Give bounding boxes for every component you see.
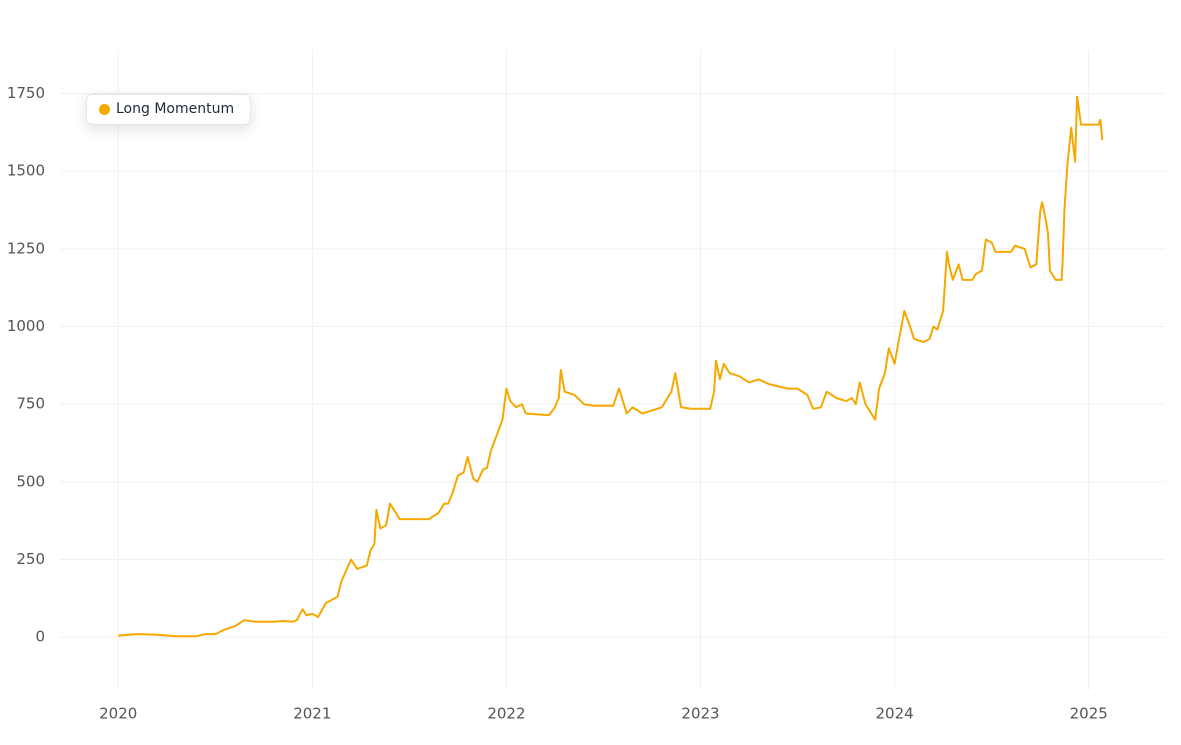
x-tick-label: 2022 <box>487 705 525 723</box>
y-tick-label: 1750 <box>7 84 45 102</box>
y-tick-label: 0 <box>35 628 45 646</box>
legend-label: Long Momentum <box>116 101 235 117</box>
x-tick-label: 2021 <box>293 705 331 723</box>
y-tick-label: 250 <box>16 550 45 568</box>
x-tick-label: 2020 <box>99 705 137 723</box>
x-tick-label: 2023 <box>681 705 719 723</box>
x-tick-label: 2025 <box>1070 705 1108 723</box>
legend: Long Momentum <box>86 94 252 125</box>
y-tick-label: 750 <box>16 395 45 413</box>
legend-marker <box>99 103 110 115</box>
y-tick-label: 1250 <box>7 239 45 257</box>
y-tick-label: 1500 <box>7 162 45 180</box>
y-tick-label: 1000 <box>7 317 45 335</box>
x-tick-label: 2024 <box>876 705 914 723</box>
line-series <box>118 95 1104 638</box>
y-tick-label: 500 <box>16 472 45 490</box>
